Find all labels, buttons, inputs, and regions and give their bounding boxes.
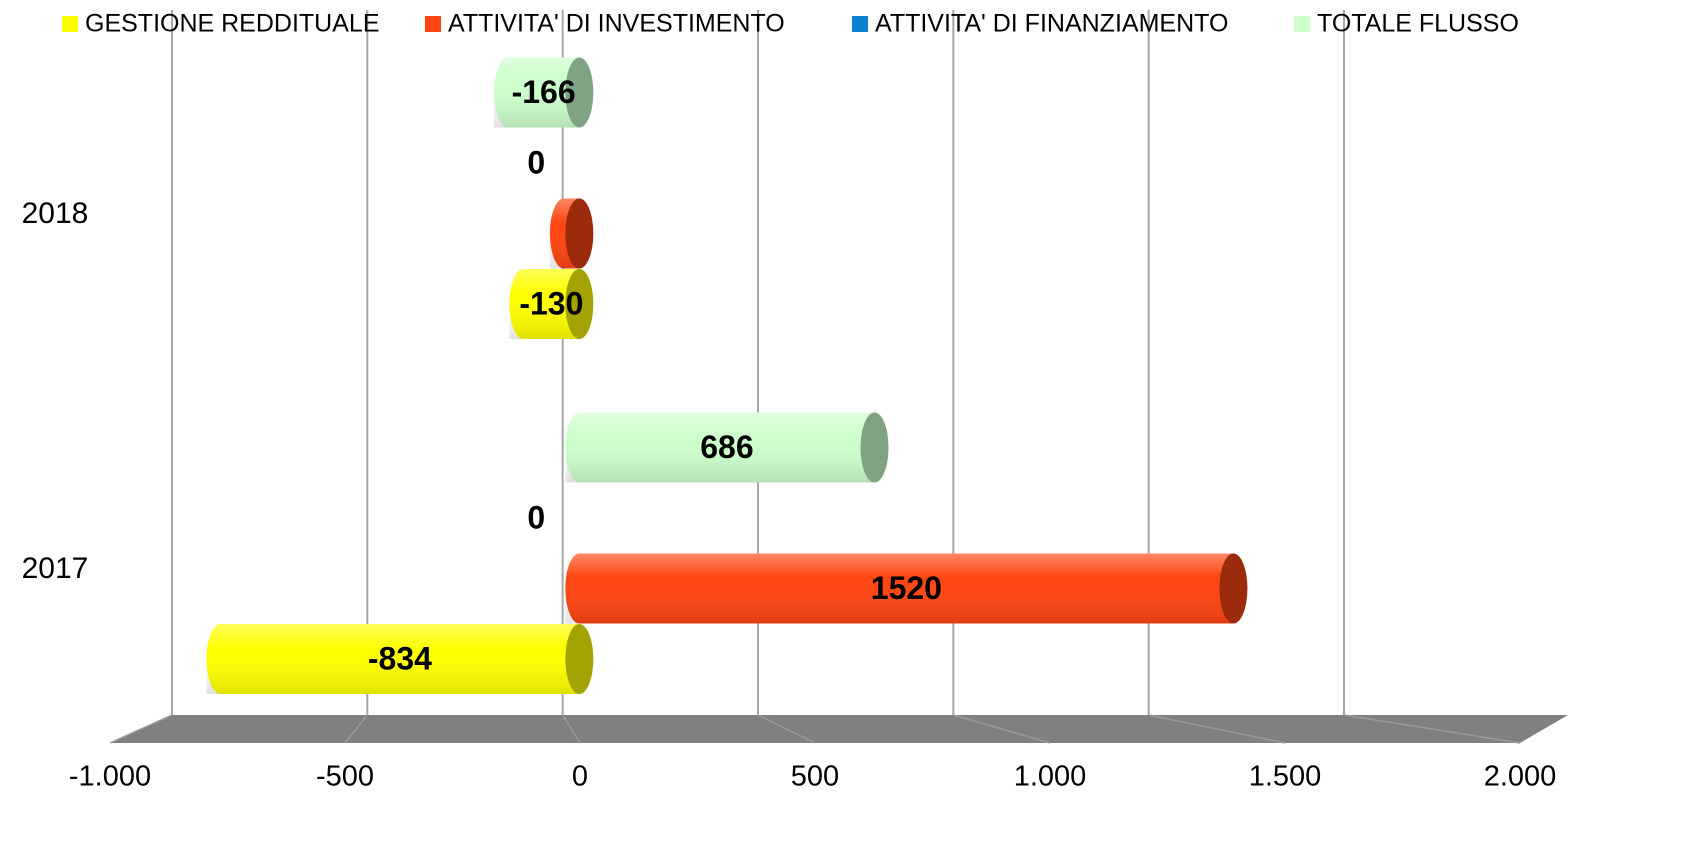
floor-grid-line <box>1148 714 1286 744</box>
bar-cap <box>1219 553 1248 624</box>
data-label: -166 <box>512 74 576 110</box>
data-label: -834 <box>368 640 432 676</box>
floor-grid-line <box>344 714 368 744</box>
floor-grid-line <box>562 714 581 744</box>
bar-shade <box>206 624 580 694</box>
bar-cap <box>565 269 594 339</box>
x-tick-label: -1.000 <box>69 761 151 793</box>
bar-cap <box>565 198 594 269</box>
floor-grid-line <box>757 714 816 744</box>
category-label: 2017 <box>22 552 89 585</box>
legend-swatch <box>425 16 441 32</box>
bar <box>493 57 594 128</box>
floor-grid-line <box>1343 714 1521 744</box>
legend-label: TOTALE FLUSSO <box>1317 10 1519 38</box>
bar-cap <box>860 412 889 483</box>
floor-grid-line <box>109 714 173 744</box>
x-tick-label: 2.000 <box>1484 761 1557 793</box>
x-tick-label: 0 <box>572 761 588 793</box>
x-tick-label: 1.000 <box>1014 761 1087 793</box>
bar-shade <box>565 412 875 483</box>
data-label: 1520 <box>871 570 942 606</box>
x-tick-label: -500 <box>316 761 374 793</box>
legend-swatch <box>1294 16 1310 32</box>
legend-swatch <box>62 16 78 32</box>
x-tick-label: 500 <box>791 761 839 793</box>
data-label: 0 <box>527 499 545 535</box>
bar <box>565 553 1248 624</box>
data-label: 686 <box>700 429 753 465</box>
bar <box>549 198 594 269</box>
bar-shade <box>565 553 1234 624</box>
category-label: 2018 <box>22 197 89 230</box>
x-tick-label: 1.500 <box>1249 761 1322 793</box>
floor <box>110 715 1568 743</box>
legend-swatch <box>852 16 868 32</box>
bar-shade <box>493 57 580 128</box>
legend-label: ATTIVITA' DI INVESTIMENTO <box>448 10 785 38</box>
bar <box>565 412 889 483</box>
data-label: 0 <box>527 144 545 180</box>
bar <box>206 624 594 694</box>
data-label: -130 <box>519 285 583 321</box>
floor-grid-line <box>953 714 1051 744</box>
legend-label: ATTIVITA' DI FINANZIAMENTO <box>875 10 1228 38</box>
bar-cap <box>565 57 594 128</box>
bar <box>509 269 594 339</box>
legend-label: GESTIONE REDDITUALE <box>85 10 380 38</box>
bar-cap <box>565 624 594 694</box>
